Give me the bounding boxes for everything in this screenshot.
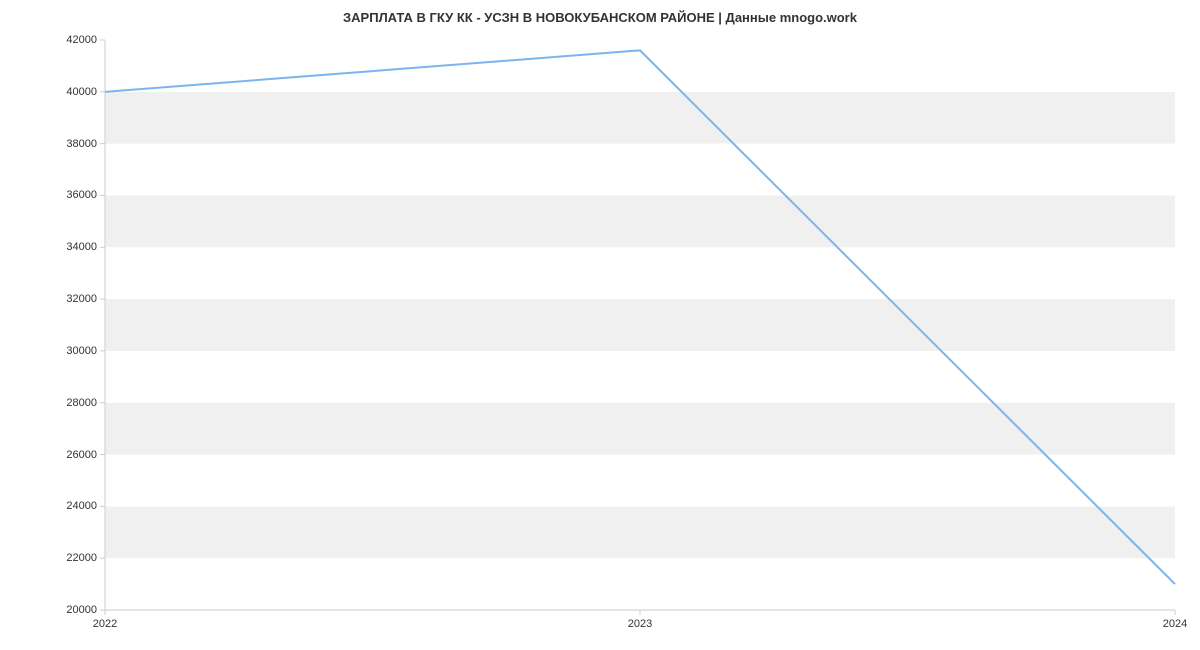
y-tick-label: 26000	[0, 449, 97, 461]
y-tick-label: 34000	[0, 241, 97, 253]
salary-line-chart: ЗАРПЛАТА В ГКУ КК - УСЗН В НОВОКУБАНСКОМ…	[0, 0, 1200, 650]
x-tick-label: 2024	[1163, 618, 1187, 630]
y-tick-label: 40000	[0, 86, 97, 98]
y-tick-label: 38000	[0, 138, 97, 150]
y-tick-label: 30000	[0, 345, 97, 357]
plot-svg	[105, 40, 1175, 610]
x-tick-label: 2022	[93, 618, 117, 630]
plot-area	[105, 40, 1175, 610]
y-tick-label: 32000	[0, 293, 97, 305]
x-tick-label: 2023	[628, 618, 652, 630]
y-tick-label: 36000	[0, 189, 97, 201]
chart-title: ЗАРПЛАТА В ГКУ КК - УСЗН В НОВОКУБАНСКОМ…	[0, 10, 1200, 25]
y-tick-label: 28000	[0, 397, 97, 409]
y-tick-label: 20000	[0, 604, 97, 616]
y-tick-label: 22000	[0, 552, 97, 564]
y-tick-label: 24000	[0, 500, 97, 512]
y-tick-label: 42000	[0, 34, 97, 46]
